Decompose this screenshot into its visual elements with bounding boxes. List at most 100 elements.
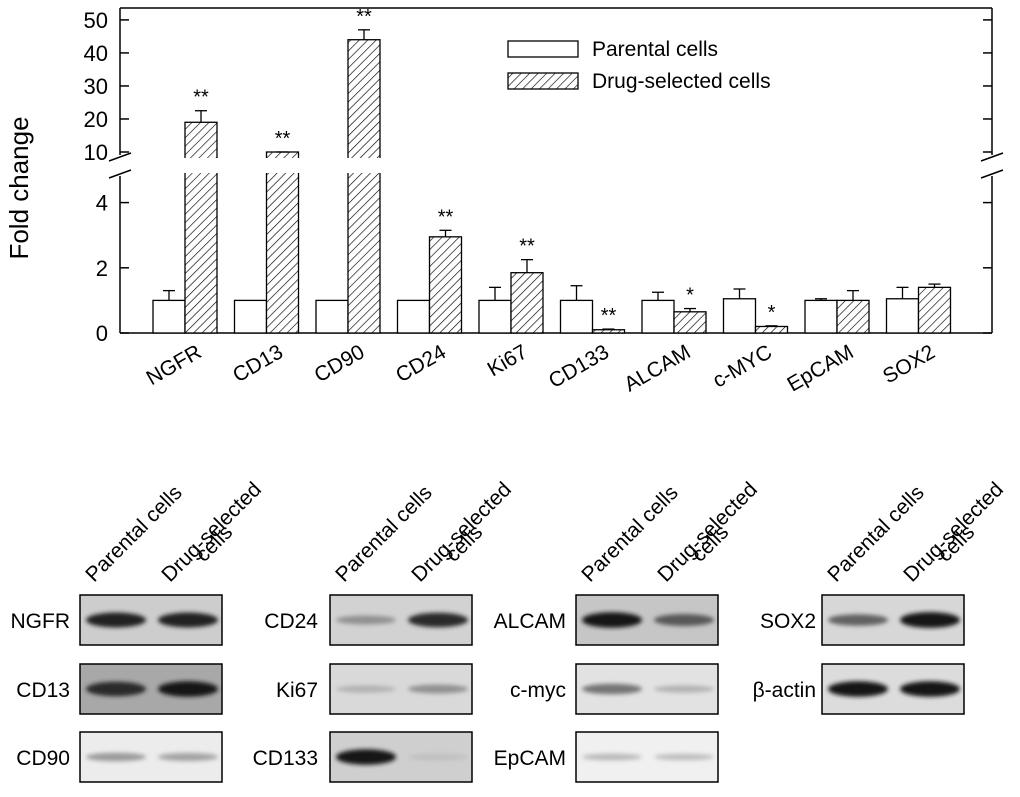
bar-break-gap [183, 158, 219, 173]
protein-label: β-actin [753, 679, 816, 702]
axis-break-mark [980, 169, 1004, 179]
bar-parental [315, 299, 349, 334]
x-tick-label: CD13 [229, 340, 287, 387]
western-blots: Parental cellsDrug-selectedcellsNGFRCD13… [11, 478, 1008, 783]
significance-mark: ** [601, 305, 617, 327]
x-tick-label: c-MYC [709, 340, 776, 392]
bar-group [233, 299, 268, 334]
x-tick-label: SOX2 [879, 340, 939, 388]
x-tick-label: CD24 [392, 340, 450, 387]
protein-band [86, 612, 146, 628]
protein-band [582, 612, 642, 628]
x-tick-label: Ki67 [484, 340, 532, 381]
protein-band [828, 681, 888, 697]
bar-parental [804, 299, 838, 334]
significance-mark: * [768, 302, 776, 324]
blot-row: EpCAM [494, 731, 719, 783]
blot-row: CD133 [253, 731, 473, 783]
protein-label: EpCAM [494, 747, 566, 770]
blot-panel: Parental cellsDrug-selectedcellsALCAMc-m… [494, 478, 762, 783]
blot-row: NGFR [11, 594, 223, 646]
blot-row: β-actin [753, 663, 965, 715]
protein-label: CD90 [16, 747, 70, 770]
axis-break-mark [108, 152, 132, 162]
bar-drug-selected [673, 311, 707, 334]
x-tick-label: CD90 [310, 340, 368, 387]
protein-band [582, 753, 642, 761]
y-tick-label: 10 [84, 140, 108, 165]
bar-drug-selected [184, 121, 218, 334]
x-axis-category-labels: NGFR CD13 CD90 CD24 Ki67 CD133 ALCAM c-MYC EpCAM… [142, 340, 939, 396]
protein-label: SOX2 [760, 610, 816, 633]
protein-band [582, 683, 642, 695]
y-tick-label: 40 [84, 41, 108, 66]
blot-row: CD90 [16, 731, 223, 783]
y-tick-label: 20 [84, 107, 108, 132]
bar-drug-selected [428, 236, 463, 334]
y-tick-label: 4 [96, 191, 108, 216]
blot-row: ALCAM [494, 594, 719, 646]
blot-row: Ki67 [276, 663, 473, 715]
bar-group [673, 307, 707, 334]
bar-group [836, 289, 870, 334]
protein-label: Ki67 [276, 679, 318, 702]
y-axis-ticks: 0 2 4 10 20 30 40 50 [84, 8, 992, 346]
legend-swatch-parental [507, 40, 579, 58]
protein-band [900, 612, 960, 628]
bar-parental [478, 299, 512, 334]
x-tick-label: ALCAM [620, 340, 694, 396]
protein-band [408, 753, 468, 761]
protein-band [900, 681, 960, 697]
bar-break-gap [346, 158, 382, 173]
bar-group [510, 258, 544, 334]
bar-group [559, 285, 594, 334]
bar-group [885, 286, 920, 334]
protein-label: CD13 [16, 679, 70, 702]
y-tick-label: 50 [84, 8, 108, 33]
bar-group [917, 283, 952, 334]
bar-drug-selected [265, 151, 300, 334]
bar-parental [722, 298, 757, 334]
bars: ************** [152, 6, 952, 334]
significance-mark: ** [275, 128, 291, 150]
legend-swatch-drug-selected [507, 72, 579, 90]
significance-mark: ** [519, 236, 535, 258]
blot-panel: Parental cellsDrug-selectedcellsCD24Ki67… [253, 478, 516, 783]
x-tick-label: EpCAM [783, 340, 857, 396]
x-tick-label: CD133 [545, 340, 613, 393]
axis-break-mark [980, 152, 1004, 162]
y-tick-label: 0 [96, 321, 108, 346]
bar-group [315, 299, 349, 334]
significance-mark: ** [438, 206, 454, 228]
blot-panel: Parental cellsDrug-selectedcellsNGFRCD13… [11, 478, 266, 783]
protein-label: ALCAM [494, 610, 566, 633]
bar-drug-selected [510, 272, 544, 334]
blot-row: c-myc [510, 663, 719, 715]
protein-band [336, 749, 396, 765]
bar-parental [641, 299, 675, 334]
significance-mark: ** [193, 87, 209, 109]
y-tick-label: 30 [84, 74, 108, 99]
protein-label: CD24 [264, 610, 318, 633]
bar-parental [396, 299, 431, 334]
protein-band [158, 753, 218, 761]
legend-label: Drug-selected cells [592, 70, 771, 93]
protein-label: CD133 [253, 747, 318, 770]
blot-row: SOX2 [760, 594, 965, 646]
blot-row: CD13 [16, 663, 223, 715]
bar-group [722, 288, 757, 334]
legend: Parental cells Drug-selected cells [507, 38, 771, 93]
axis-break-mark [108, 169, 132, 179]
protein-band [336, 685, 396, 693]
protein-band [828, 614, 888, 626]
bar-parental [152, 299, 186, 334]
bar-group [183, 110, 219, 334]
bar-group [396, 299, 431, 334]
y-axis-label: Fold change [4, 116, 34, 259]
protein-band [86, 681, 146, 697]
protein-band [336, 615, 396, 625]
bar-parental [885, 298, 920, 334]
protein-band [654, 614, 714, 626]
